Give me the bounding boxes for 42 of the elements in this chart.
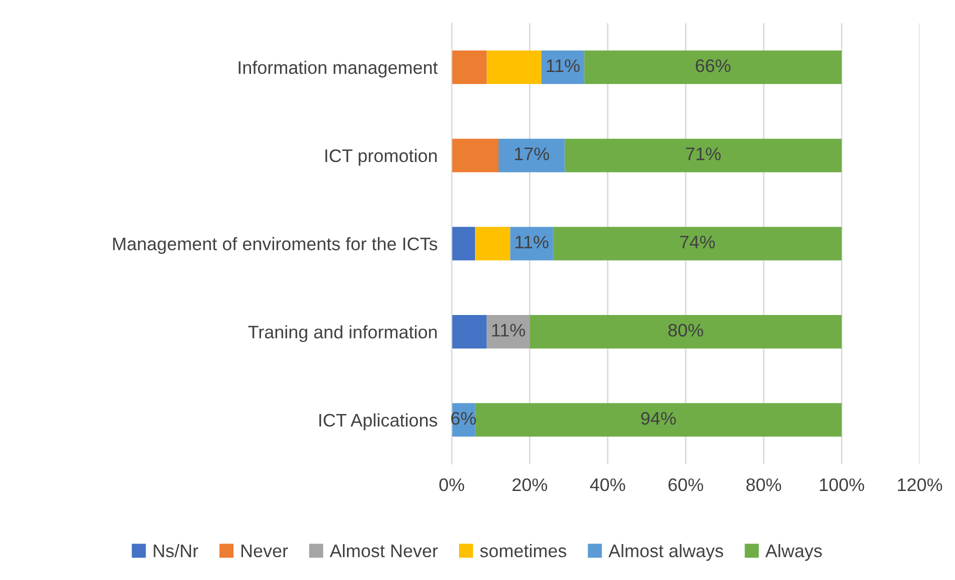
bar [452,50,487,84]
data-label: 80% [668,324,704,337]
y-tick-label: ICT Aplications [319,413,438,430]
data-label: 17% [514,148,550,160]
x-tick-label: 0% [439,478,464,492]
x-tick-label: 60% [668,478,704,492]
y-tick-label: Management of enviroments for the ICTs [113,237,438,254]
x-tick-label: 80% [746,478,782,492]
x-tick-label: 120% [898,478,942,492]
bar [564,138,842,172]
y-tick-label: ICT promotion [325,148,437,166]
bar [452,315,487,349]
x-tick-label: 20% [512,478,548,492]
bar [530,315,842,349]
bar [452,138,499,172]
legend-label: Ns/Nr [154,544,198,558]
legend-label: Almost Never [330,544,438,558]
bar [452,226,476,260]
legend-label: Always [765,544,822,561]
bar [486,50,542,84]
y-tick-label: Traning and information [248,325,437,342]
data-label: 94% [641,412,676,425]
data-label: 66% [696,59,730,72]
data-label: 71% [686,148,721,160]
bar [541,50,584,84]
y-tick-label: Information management [238,60,438,78]
bar [486,315,530,349]
bar [553,226,842,260]
bar [475,403,842,437]
bar [498,138,565,172]
bar [510,226,554,260]
data-label: 11% [546,59,580,72]
legend-label: Almost always [608,544,724,561]
legend-label: sometimes [480,544,566,558]
x-tick-label: 100% [820,478,864,492]
bar [584,50,842,84]
data-label: 74% [680,236,715,248]
legend-label: Never [242,544,288,558]
data-label: 11% [492,324,526,337]
data-label: 11% [516,236,548,248]
bar [475,226,510,260]
x-tick-label: 40% [590,478,626,492]
